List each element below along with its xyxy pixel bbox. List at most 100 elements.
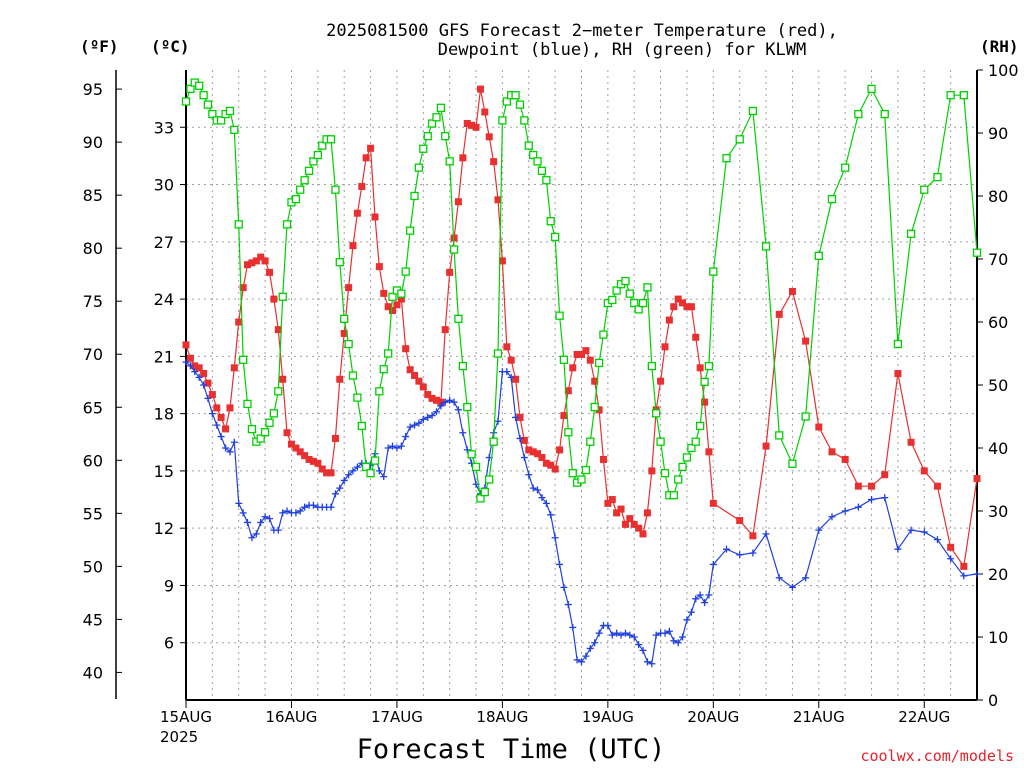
dewpoint-point [182,358,190,366]
temperature-point [213,404,221,412]
rh-point [568,469,577,478]
rh-point [678,462,687,472]
rh-point [550,232,560,242]
temperature-point [960,562,968,570]
fahrenheit-tick-label: 45 [83,610,103,629]
dewpoint-point [411,421,419,429]
rh-point [498,116,507,125]
rh-point [401,267,410,276]
rh-point [361,462,371,472]
temperature-point [630,520,638,528]
temperature-point [687,303,695,311]
temperature-point [578,350,585,358]
temperature-point [639,530,647,538]
dewpoint-point [907,526,915,534]
rh-point [181,97,191,106]
rh-point [423,131,432,141]
celsius-tick-label: 30 [154,176,174,195]
rh-tick-label: 60 [988,313,1008,332]
temperature-point [230,364,238,372]
dewpoint-point [692,595,700,603]
rh-point [313,150,322,160]
temperature-point [534,450,542,458]
temperature-point [815,423,823,431]
temperature-point [538,454,546,462]
rh-tick-label: 90 [988,124,1008,143]
rh-point [867,84,876,94]
rh-point [841,163,850,172]
dewpoint-point [661,629,669,637]
temperature-point [551,465,559,473]
temperature-point [200,370,208,378]
celsius-tick-label: 6 [164,634,174,653]
rh-point [630,298,639,308]
rh-point [304,166,314,175]
temperature-point [248,259,256,267]
rh-point [296,185,305,194]
temperature-point [270,295,278,303]
dewpoint-point [217,433,225,441]
rh-point [946,91,955,100]
celsius-tick-label: 15 [154,462,174,481]
rh-point [709,267,718,276]
rh-tick-label: 0 [988,691,998,710]
dewpoint-point [516,434,524,442]
temperature-point [389,307,397,315]
temperature-point [239,284,247,292]
rh-point [920,185,929,194]
rh-point [700,377,709,387]
dewpoint-point [432,408,440,416]
temperature-point [692,333,700,341]
dewpoint-point [881,494,889,502]
temperature-point [696,364,704,372]
dewpoint-point [520,454,528,462]
dewpoint-point [613,629,621,637]
temperature-point [309,457,317,465]
temperature-point [419,383,427,391]
rh-point [559,355,569,364]
dewpoint-point [608,631,616,639]
temperature-point [490,158,498,166]
temperature-point [362,154,370,162]
dewpoint-point [569,623,577,631]
dewpoint-point [375,467,383,475]
rh-point [335,257,344,267]
rh-point [696,421,705,431]
rh-unit-label: (RH) [980,37,1019,56]
rh-point [537,166,547,175]
rh-point [533,157,542,166]
temperature-point [358,182,366,190]
temperature-point [661,343,669,351]
temperature-point [296,448,304,456]
dewpoint-point [723,545,731,553]
dewpoint-point [556,560,564,568]
dewpoint-point [582,652,590,660]
temperature-point [182,341,190,349]
temperature-point [204,379,212,387]
temperature-point [463,119,471,127]
temperature-point [648,467,656,475]
temperature-point [709,499,717,507]
temperature-point [503,343,511,351]
dewpoint-point [494,417,502,425]
dewpoint-point [604,622,612,630]
temperature-point [679,299,687,307]
temperature-point [613,509,621,517]
rh-point [419,144,428,153]
temperature-point [573,350,581,358]
rh-point [669,491,678,500]
rh-point [542,176,551,185]
rh-point [761,242,771,251]
rh-point [375,387,384,396]
celsius-unit-label: (ºC) [151,37,190,56]
dewpoint-point [384,444,392,452]
temperature-point [670,303,678,311]
rh-point [326,135,336,144]
dewpoint-point [973,570,981,578]
temperature-point [569,364,577,372]
dewpoint-point [397,442,405,450]
temperature-point [314,459,322,467]
rh-point [590,402,599,412]
rh-tick-label: 20 [988,565,1008,584]
